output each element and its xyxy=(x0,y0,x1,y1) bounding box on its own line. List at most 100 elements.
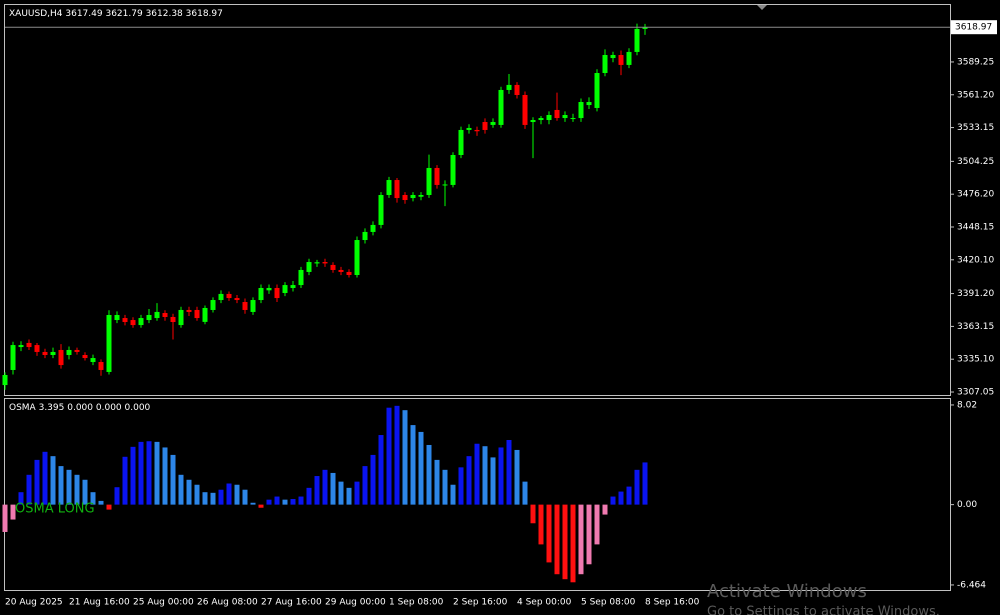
open: 3617.49 xyxy=(65,9,102,19)
candle-body xyxy=(290,285,296,288)
x-tick-label: 8 Sep 16:00 xyxy=(645,598,700,608)
y-tick-label: 3533.15 xyxy=(957,123,994,133)
candle-body xyxy=(610,54,616,59)
histogram-bar xyxy=(394,405,400,505)
histogram-bar xyxy=(530,504,536,524)
y-tick-label: 3363.15 xyxy=(957,322,994,332)
histogram-bar xyxy=(154,441,160,505)
histogram-bar xyxy=(122,456,128,505)
histogram-bar xyxy=(626,486,632,505)
histogram-bar xyxy=(474,443,480,505)
histogram-bar xyxy=(538,504,544,545)
candle-body xyxy=(234,298,240,301)
y-tick-label: 3335.10 xyxy=(957,355,994,365)
y-tick-label: 3420.10 xyxy=(957,255,994,265)
histogram-bar xyxy=(258,504,264,508)
candle-body xyxy=(594,73,600,108)
candle-body xyxy=(402,194,408,201)
histogram-bar xyxy=(66,469,72,505)
histogram-bar xyxy=(282,499,288,505)
candle-body xyxy=(426,167,432,195)
watermark-text: Go to Settings to activate Windows. xyxy=(707,605,940,615)
histogram-bar xyxy=(442,469,448,505)
histogram-bar xyxy=(106,504,112,510)
candle-body xyxy=(354,240,360,275)
candle-body xyxy=(418,194,424,197)
candle-body xyxy=(130,320,136,326)
candle-body xyxy=(434,167,440,185)
candle-body xyxy=(570,118,576,120)
histogram-bar xyxy=(426,444,432,505)
candle-body xyxy=(242,302,248,310)
histogram-bar xyxy=(554,504,560,575)
candle-body xyxy=(450,154,456,185)
candle-body xyxy=(82,354,88,359)
y-tick-label: 0.00 xyxy=(957,500,977,510)
candle-body xyxy=(106,314,112,372)
candle-body xyxy=(18,345,24,348)
histogram-bar xyxy=(306,487,312,505)
candle-body xyxy=(466,127,472,130)
histogram-bar xyxy=(178,474,184,505)
candle-body xyxy=(458,129,464,155)
candle-body xyxy=(482,122,488,130)
histogram-bar xyxy=(594,504,600,545)
candle-body xyxy=(90,358,96,363)
histogram-bar xyxy=(98,500,104,505)
histogram-bar xyxy=(18,492,24,505)
candle-body xyxy=(162,313,168,317)
candle-body xyxy=(338,269,344,272)
x-tick-label: 21 Aug 16:00 xyxy=(69,598,130,608)
histogram-bar xyxy=(82,479,88,505)
candle-body xyxy=(306,262,312,272)
histogram-bar xyxy=(138,441,144,505)
candle-body xyxy=(626,51,632,65)
histogram-bar xyxy=(610,496,616,505)
osma-value: 3.395 xyxy=(39,403,65,413)
y-tick-label: -6.464 xyxy=(957,580,986,590)
candle-body xyxy=(202,307,208,322)
histogram-bar xyxy=(234,484,240,505)
histogram-bar xyxy=(210,492,216,505)
histogram-bar xyxy=(602,504,608,515)
histogram-bar xyxy=(514,449,520,505)
candle-body xyxy=(34,345,40,352)
candle-body xyxy=(346,271,352,275)
histogram-bar xyxy=(370,454,376,505)
candle-body xyxy=(546,114,552,121)
histogram-bar xyxy=(434,459,440,505)
histogram-bar xyxy=(42,451,48,505)
histogram-bar xyxy=(10,504,16,520)
candle-body xyxy=(506,84,512,90)
y-tick-label: 3448.15 xyxy=(957,222,994,232)
candle-body xyxy=(146,314,152,321)
histogram-bar xyxy=(74,474,80,505)
x-tick-label: 29 Aug 00:00 xyxy=(325,598,386,608)
histogram-bar xyxy=(186,479,192,505)
info-value: 0.000 xyxy=(125,403,151,413)
histogram-bar xyxy=(34,459,40,505)
x-tick-label: 2 Sep 16:00 xyxy=(453,598,508,608)
histogram-bar xyxy=(450,484,456,505)
y-tick-label: 3476.20 xyxy=(957,190,994,200)
histogram-bar xyxy=(458,467,464,505)
candle-body xyxy=(258,287,264,301)
candle-body xyxy=(370,224,376,232)
candle-body xyxy=(226,293,232,299)
histogram-bar xyxy=(346,487,352,505)
low: 3612.38 xyxy=(146,9,183,19)
histogram-bar xyxy=(410,425,416,505)
candle-body xyxy=(2,374,8,386)
histogram-bar xyxy=(570,504,576,583)
candle-body xyxy=(114,314,120,321)
candle-body xyxy=(154,311,160,319)
candle-body xyxy=(602,54,608,74)
candle-body xyxy=(522,94,528,125)
histogram-bar xyxy=(506,440,512,505)
candle-body xyxy=(170,316,176,323)
candle-body xyxy=(634,28,640,52)
histogram-bar xyxy=(466,456,472,505)
high: 3621.79 xyxy=(105,9,142,19)
candle-body xyxy=(66,349,72,355)
histogram-bar xyxy=(26,474,32,505)
